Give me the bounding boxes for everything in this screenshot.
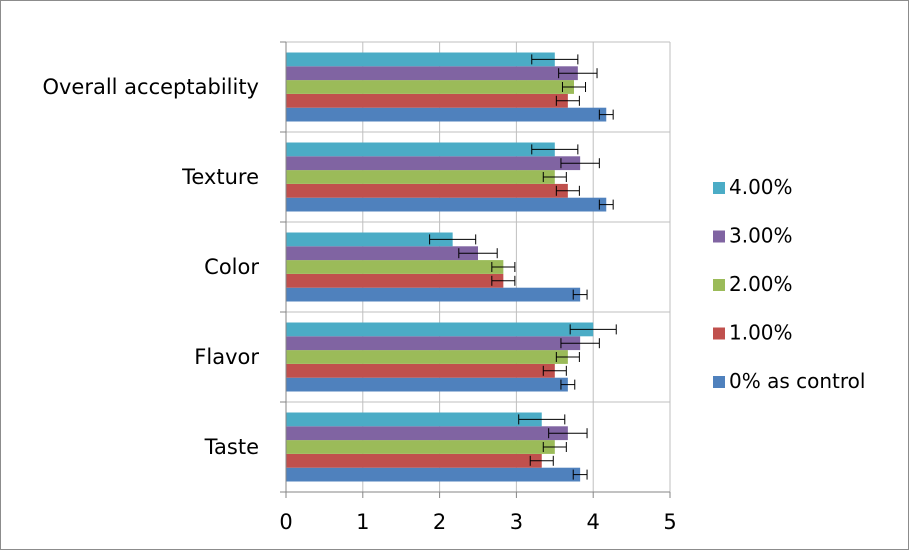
legend-swatch [713,182,725,194]
bar [286,80,574,94]
bar [286,377,568,392]
x-tick-label: 0 [279,510,292,534]
bar [286,322,594,337]
legend-swatch [713,327,725,340]
bar [286,93,568,108]
legend-label: 2.00% [729,272,793,296]
legend-label: 3.00% [729,224,793,248]
bar [286,260,504,274]
bar [286,467,581,482]
x-tick-label: 4 [587,510,600,534]
bar [286,287,581,302]
bar [286,197,607,212]
axis-layer [280,41,671,498]
bar [286,273,504,288]
category-label: Overall acceptability [42,75,259,99]
legend-label: 4.00% [729,175,793,199]
bar [286,142,555,157]
bar [286,440,555,454]
category-label: Color [204,255,259,279]
category-label: Taste [204,435,259,459]
bar [286,232,453,247]
legend-swatch [713,230,725,243]
bar [286,246,478,261]
bar [286,156,581,171]
legend-swatch [713,279,725,291]
x-tick-label: 5 [663,510,676,534]
legend-label: 0% as control [729,369,865,393]
x-tick-label: 2 [433,510,446,534]
bar [286,66,578,81]
error-bar-layer [429,54,617,480]
bar-layer [286,52,607,482]
bar [286,170,555,184]
bar [286,107,607,122]
bar [286,183,568,198]
bar [286,350,568,364]
category-label: Flavor [194,345,259,369]
label-layer: 0 1 2 3 4 5 Taste Flavor Color Texture Overall acc… [42,75,676,534]
bar [286,363,555,378]
legend: 4.00% 3.00% 2.00% 1.00% 0% as control [713,175,865,393]
legend-label: 1.00% [729,321,793,345]
bar [286,52,555,67]
category-label: Texture [181,165,259,189]
bar [286,412,542,427]
x-tick-label: 1 [356,510,369,534]
x-tick-label: 3 [510,510,523,534]
bar [286,336,581,351]
bar [286,453,542,468]
bar [286,426,568,441]
legend-swatch [713,376,725,388]
